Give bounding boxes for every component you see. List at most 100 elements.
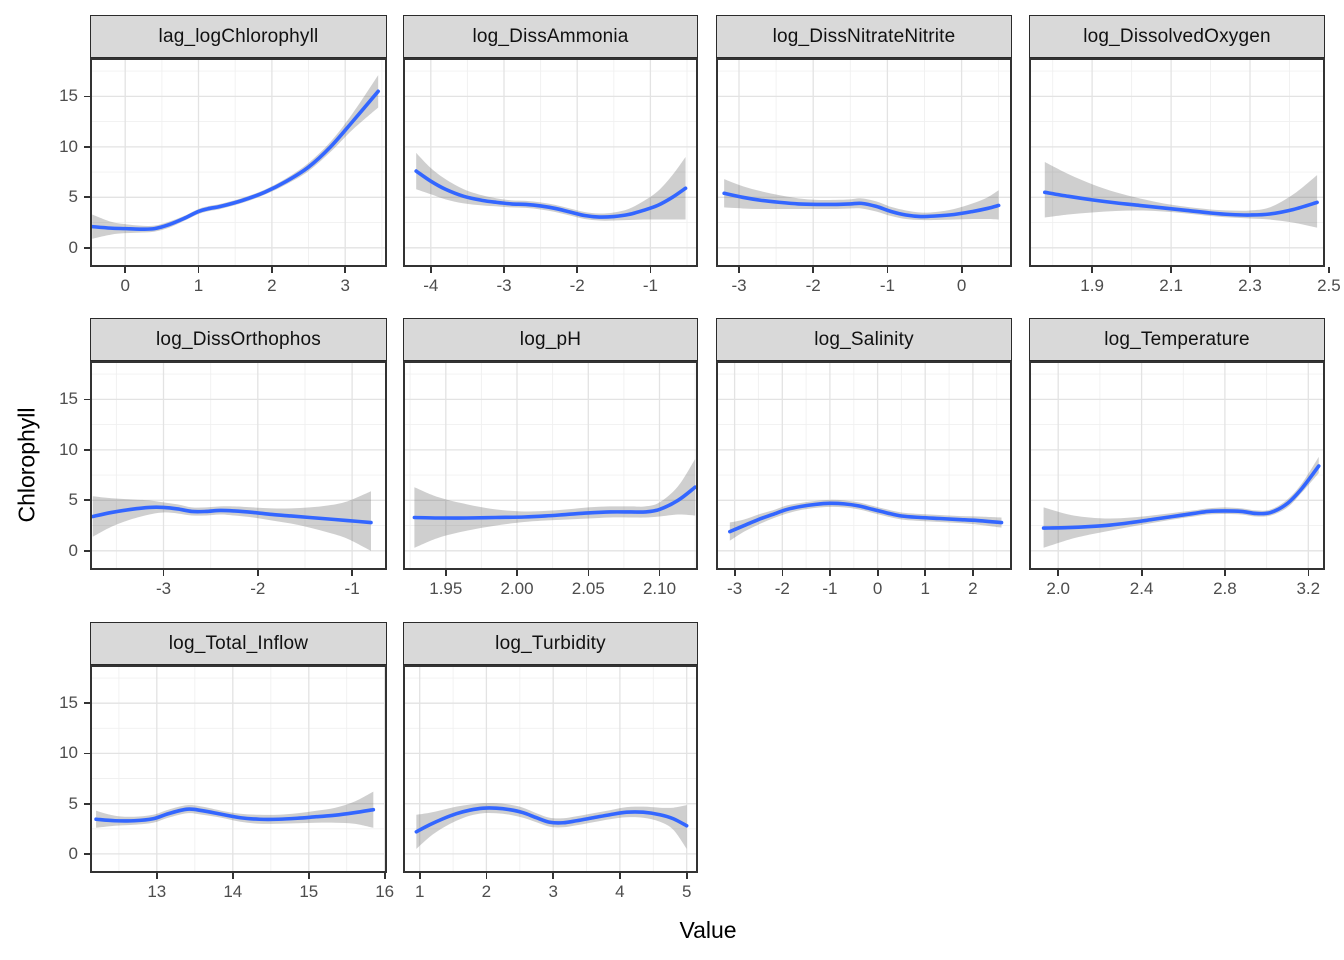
x-tick-mark bbox=[576, 267, 579, 273]
y-tick-mark bbox=[84, 752, 90, 755]
facet-panel bbox=[403, 665, 698, 873]
x-tick-mark bbox=[344, 267, 347, 273]
facet-title: log_Turbidity bbox=[495, 632, 606, 654]
facet-strip: log_Salinity bbox=[716, 318, 1012, 361]
x-tick-mark bbox=[733, 570, 736, 576]
x-tick-label: -1 bbox=[879, 276, 895, 295]
x-tick-label: -3 bbox=[496, 276, 512, 295]
x-tick-mark bbox=[1140, 570, 1143, 576]
facet-title: log_Salinity bbox=[814, 328, 914, 350]
x-tick-label: 5 bbox=[681, 882, 692, 901]
x-tick-mark bbox=[156, 873, 158, 879]
x-tick-mark bbox=[886, 267, 889, 273]
x-tick-mark bbox=[1091, 267, 1094, 273]
y-tick-label: 0 bbox=[68, 237, 78, 257]
confidence-ribbon bbox=[414, 458, 696, 548]
smooth-line bbox=[414, 806, 689, 834]
facet-panel bbox=[90, 58, 387, 267]
x-tick-label: -1 bbox=[822, 579, 838, 598]
smooth-line bbox=[94, 807, 376, 823]
facet-strip: log_DissOrthophos bbox=[90, 318, 387, 361]
x-tick-mark bbox=[649, 267, 652, 273]
x-tick-mark bbox=[257, 570, 259, 576]
x-tick-mark bbox=[232, 873, 234, 879]
y-tick-mark bbox=[84, 853, 90, 855]
x-tick-mark bbox=[829, 570, 831, 576]
x-tick-label: 3 bbox=[548, 882, 558, 901]
x-tick-label: 2 bbox=[267, 276, 277, 295]
x-tick-mark bbox=[781, 570, 784, 576]
panel-border bbox=[90, 361, 387, 570]
x-tick-label: -2 bbox=[569, 276, 585, 295]
x-tick-label: 2.10 bbox=[642, 579, 677, 598]
x-tick-mark bbox=[516, 570, 518, 576]
smooth-line bbox=[91, 505, 373, 525]
y-tick-label: 5 bbox=[68, 490, 78, 510]
facet-panel bbox=[716, 361, 1012, 570]
y-tick-mark bbox=[84, 196, 90, 199]
x-tick-label: 1.9 bbox=[1080, 276, 1104, 295]
confidence-ribbon bbox=[1044, 162, 1318, 228]
x-tick-label: 2.5 bbox=[1317, 276, 1341, 295]
x-tick-label: -3 bbox=[731, 276, 747, 295]
x-tick-mark bbox=[430, 267, 432, 273]
x-tick-mark bbox=[812, 267, 815, 273]
x-tick-mark bbox=[1170, 267, 1173, 273]
y-tick-label: 15 bbox=[59, 86, 78, 106]
x-tick-mark bbox=[124, 267, 127, 273]
y-tick-mark bbox=[84, 499, 90, 502]
facet-title: log_DissNitrateNitrite bbox=[772, 25, 956, 47]
x-tick-label: 1.95 bbox=[429, 579, 463, 598]
panel-border bbox=[1029, 361, 1325, 570]
x-tick-mark bbox=[924, 570, 927, 576]
x-tick-label: -2 bbox=[774, 579, 790, 598]
facet-strip: log_Temperature bbox=[1029, 318, 1325, 361]
confidence-ribbon bbox=[729, 499, 1002, 541]
facet-strip: log_DissolvedOxygen bbox=[1029, 15, 1325, 58]
x-tick-label: 3.2 bbox=[1296, 579, 1321, 598]
x-tick-mark bbox=[503, 267, 505, 273]
x-tick-mark bbox=[351, 570, 354, 576]
y-tick-mark bbox=[84, 549, 90, 552]
panel-border bbox=[90, 58, 387, 267]
x-tick-label: 1 bbox=[193, 276, 204, 295]
panel-border bbox=[403, 361, 698, 570]
x-tick-mark bbox=[658, 570, 661, 576]
panel-border bbox=[90, 665, 387, 873]
x-tick-mark bbox=[685, 873, 688, 879]
facet-panel bbox=[90, 361, 387, 570]
x-tick-label: 2.1 bbox=[1159, 276, 1183, 295]
x-tick-label: 2.0 bbox=[1046, 579, 1070, 598]
facet-title: lag_logChlorophyll bbox=[158, 25, 319, 47]
confidence-ribbon bbox=[1043, 456, 1319, 548]
facet-strip: log_pH bbox=[403, 318, 698, 361]
x-tick-mark bbox=[587, 570, 590, 576]
confidence-ribbon bbox=[416, 152, 686, 221]
x-tick-label: -2 bbox=[805, 276, 821, 295]
panel-border bbox=[716, 361, 1012, 570]
facet-panel bbox=[403, 58, 698, 267]
smooth-line bbox=[412, 485, 697, 520]
y-axis-title: Chlorophyll bbox=[13, 407, 40, 523]
x-tick-mark bbox=[445, 570, 447, 576]
x-tick-label: -1 bbox=[344, 579, 360, 598]
x-tick-label: -2 bbox=[250, 579, 266, 598]
confidence-ribbon bbox=[416, 802, 687, 849]
x-tick-mark bbox=[485, 873, 488, 879]
x-axis-title: Value bbox=[679, 917, 737, 943]
facet-strip: lag_logChlorophyll bbox=[90, 15, 387, 58]
x-tick-mark bbox=[1307, 570, 1310, 576]
facet-strip: log_Turbidity bbox=[403, 622, 698, 665]
y-tick-mark bbox=[84, 146, 90, 148]
panel-border bbox=[716, 58, 1012, 267]
facet-title: log_DissAmmonia bbox=[472, 25, 629, 47]
x-tick-label: 14 bbox=[223, 882, 243, 901]
x-tick-label: 2 bbox=[968, 579, 978, 598]
facet-strip: log_DissNitrateNitrite bbox=[716, 15, 1012, 58]
x-tick-label: 0 bbox=[872, 579, 883, 598]
smooth-line bbox=[414, 169, 688, 219]
confidence-ribbon bbox=[724, 179, 999, 221]
facet-title: log_Total_Inflow bbox=[168, 632, 309, 654]
smooth-line bbox=[1041, 464, 1321, 530]
